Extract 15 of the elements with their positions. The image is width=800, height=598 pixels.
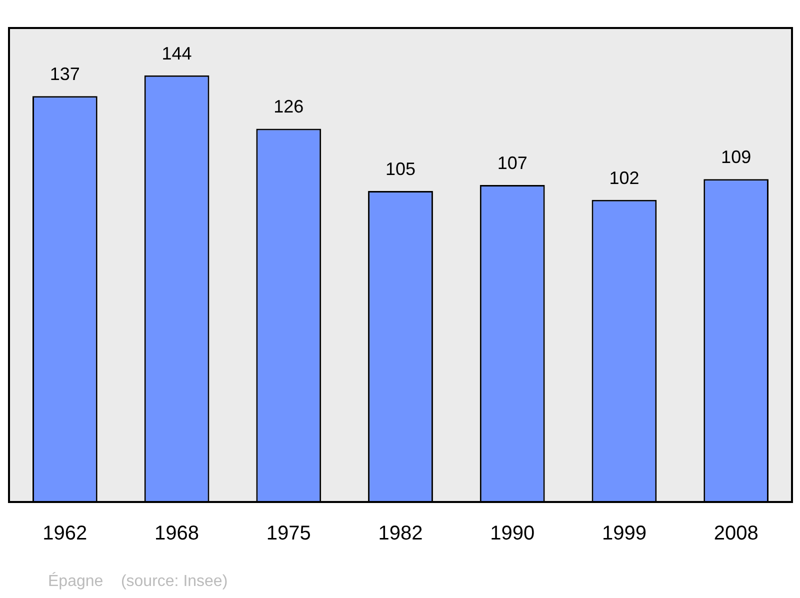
data-label: 109 bbox=[721, 147, 752, 168]
data-label: 107 bbox=[497, 152, 528, 173]
data-label: 137 bbox=[50, 64, 80, 84]
x-tick-label: 1999 bbox=[602, 522, 646, 545]
x-tick-label: 1990 bbox=[490, 522, 535, 545]
x-tick-label: 1982 bbox=[378, 522, 423, 545]
data-label: 105 bbox=[385, 158, 416, 179]
text: Épagne (source: Insee) bbox=[48, 573, 228, 591]
data-label: 144 bbox=[162, 43, 192, 64]
x-tick-label: 1962 bbox=[42, 522, 88, 545]
x-tick-label: 2008 bbox=[714, 522, 758, 545]
data-label: 102 bbox=[609, 168, 640, 188]
data-label: 126 bbox=[274, 96, 304, 117]
x-tick-label: 1968 bbox=[154, 522, 200, 545]
x-tick-label: 1975 bbox=[266, 522, 311, 545]
